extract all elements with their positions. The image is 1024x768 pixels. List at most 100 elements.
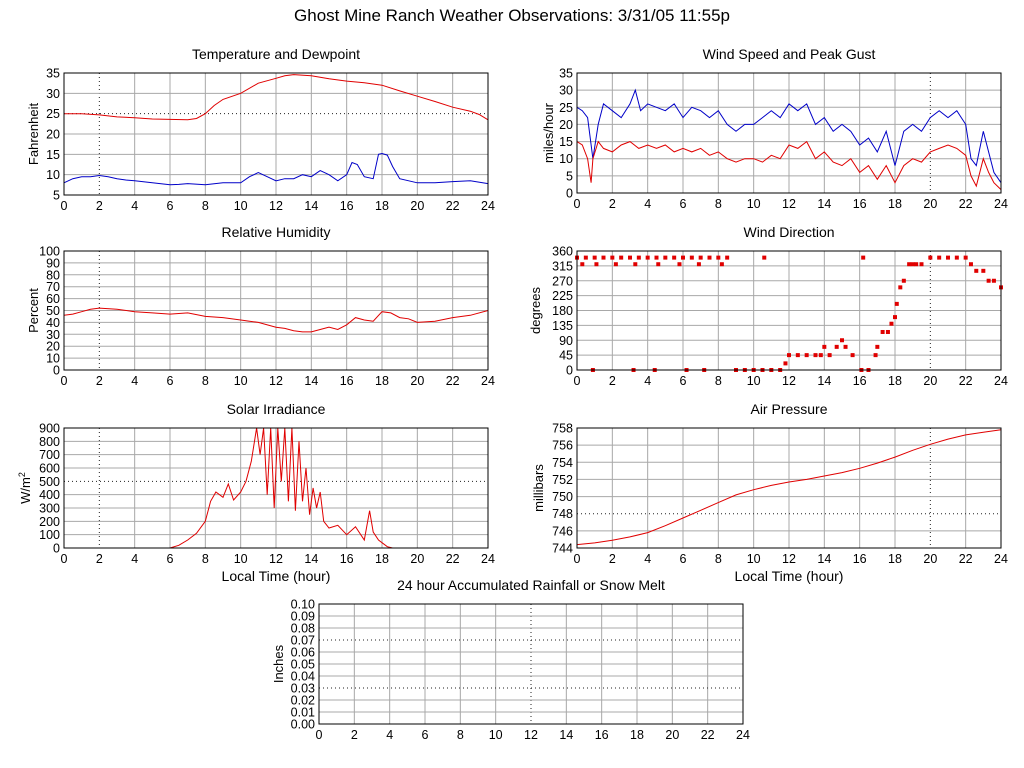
pressure-y-tick-label: 744 (552, 542, 573, 556)
pressure-x-tick-label: 10 (747, 552, 761, 566)
temp-x-tick-label: 14 (304, 199, 318, 213)
solar-x-tick-label: 6 (167, 552, 174, 566)
solar-y-tick-label: 700 (39, 448, 60, 462)
wdir-x-tick-label: 4 (644, 374, 651, 388)
rain-x-tick-label: 12 (524, 728, 538, 742)
wdir-y-tick-label: 225 (552, 289, 573, 303)
rain-x-tick-label: 16 (595, 728, 609, 742)
wdir-point (716, 255, 721, 260)
wind-x-tick-label: 14 (817, 197, 831, 211)
pressure-y-tick-label: 756 (552, 439, 573, 453)
wdir-point (818, 353, 823, 358)
wdir-x-tick-label: 0 (574, 374, 581, 388)
wdir-point (613, 262, 618, 267)
wdir-point (954, 255, 959, 260)
wdir-point (681, 255, 685, 260)
solar-title: Solar Irradiance (227, 401, 326, 417)
rain-y-tick-label: 0.03 (291, 682, 315, 696)
rh-y-tick-label: 70 (46, 280, 60, 294)
temp-x-tick-label: 6 (167, 199, 174, 213)
pressure-y-tick-label: 752 (552, 473, 573, 487)
solar-x-tick-label: 14 (304, 552, 318, 566)
solar-series-0 (64, 427, 488, 549)
wdir-point (813, 353, 818, 358)
wdir-y-tick-label: 45 (559, 349, 573, 363)
temp-x-tick-label: 24 (481, 199, 495, 213)
solar-y-tick-label: 300 (39, 502, 60, 516)
rain-y-tick-label: 0.10 (291, 598, 315, 612)
rh-x-tick-label: 4 (131, 374, 138, 388)
wind-y-tick-label: 20 (559, 118, 573, 132)
pressure-y-tick-label: 748 (552, 507, 573, 521)
wind-y-tick-label: 0 (566, 187, 573, 201)
wdir-point (645, 255, 650, 260)
rain-x-tick-label: 2 (351, 728, 358, 742)
rain-y-tick-label: 0.01 (291, 706, 315, 720)
wdir-point (672, 255, 677, 260)
pressure-x-tick-label: 14 (817, 552, 831, 566)
pressure-x-tick-label: 12 (782, 552, 796, 566)
wdir-point (875, 344, 880, 349)
wdir-point (907, 262, 912, 267)
wdir-point (804, 353, 809, 358)
solar-x-tick-label: 20 (410, 552, 424, 566)
rh-y-tick-label: 90 (46, 256, 60, 270)
wdir-point (910, 262, 915, 267)
wdir-title: Wind Direction (743, 224, 834, 240)
rh-x-tick-label: 12 (269, 374, 283, 388)
pressure-x-tick-label: 18 (888, 552, 902, 566)
rain-frame (318, 603, 744, 725)
wdir-point (974, 268, 979, 273)
pressure-x-tick-label: 2 (609, 552, 616, 566)
wind-x-tick-label: 10 (747, 197, 761, 211)
wdir-point (725, 255, 730, 260)
wind-y-tick-label: 35 (559, 67, 573, 81)
wdir-point (901, 278, 906, 283)
temp-frame (63, 72, 489, 196)
wdir-point (610, 255, 615, 260)
solar-x-tick-label: 8 (202, 552, 209, 566)
wdir-point (885, 329, 890, 334)
temp-y-tick-label: 5 (53, 189, 60, 203)
wdir-point (619, 255, 624, 260)
rh-ylabel: Percent (26, 288, 41, 333)
rh-y-tick-label: 10 (46, 352, 60, 366)
rh-x-tick-label: 0 (61, 374, 68, 388)
wdir-point (663, 255, 668, 260)
rain-x-tick-label: 24 (736, 728, 750, 742)
pressure-ylabel: millibars (531, 464, 546, 512)
wdir-point (719, 262, 724, 267)
rh-x-tick-label: 16 (340, 374, 354, 388)
wdir-point (787, 353, 791, 358)
rh-x-tick-label: 14 (304, 374, 318, 388)
wdir-y-tick-label: 90 (559, 334, 573, 348)
temp-y-tick-label: 10 (46, 168, 60, 182)
wdir-point (677, 262, 682, 267)
wdir-point (991, 278, 996, 283)
solar-x-tick-label: 2 (96, 552, 103, 566)
wind-x-tick-label: 4 (644, 197, 651, 211)
temp-x-tick-label: 18 (375, 199, 389, 213)
wdir-point (628, 255, 632, 260)
wind-series-0 (576, 88, 1002, 183)
rh-y-tick-label: 60 (46, 292, 60, 306)
wdir-point (963, 255, 968, 260)
rh-y-tick-label: 80 (46, 268, 60, 282)
rain-y-tick-label: 0.04 (291, 670, 315, 684)
pressure-xlabel: Local Time (hour) (735, 568, 844, 584)
wind-title: Wind Speed and Peak Gust (703, 46, 876, 62)
wdir-point (873, 353, 878, 358)
rh-x-tick-label: 2 (96, 374, 103, 388)
rh-title: Relative Humidity (222, 224, 331, 240)
pressure-x-tick-label: 0 (574, 552, 581, 566)
rain-y-tick-label: 0.00 (291, 718, 315, 732)
rain-y-tick-label: 0.09 (291, 610, 315, 624)
temp-y-tick-label: 35 (46, 67, 60, 81)
temp-x-tick-label: 16 (340, 199, 354, 213)
wind-x-tick-label: 18 (888, 197, 902, 211)
wdir-point (827, 353, 832, 358)
rh-x-tick-label: 10 (234, 374, 248, 388)
wdir-point (937, 255, 942, 260)
pressure-y-tick-label: 758 (552, 422, 573, 436)
